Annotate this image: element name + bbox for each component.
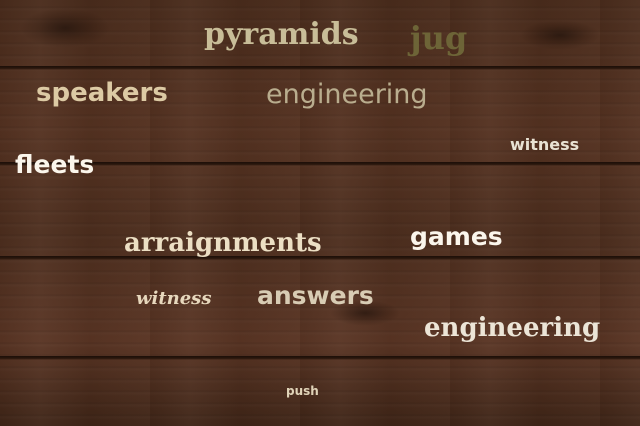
wood-knot bbox=[20, 8, 110, 48]
plank-seam bbox=[0, 66, 640, 70]
plank-seam bbox=[0, 356, 640, 360]
word-games: games bbox=[410, 222, 503, 251]
word-answers: answers bbox=[257, 281, 374, 310]
word-witness-script: witness bbox=[136, 288, 212, 309]
word-push: push bbox=[286, 384, 319, 398]
wood-knot bbox=[520, 20, 600, 50]
word-fleets: fleets bbox=[15, 150, 95, 179]
word-engineering: engineering bbox=[266, 79, 428, 110]
word-speakers: speakers bbox=[36, 78, 168, 108]
word-arraignments: arraignments bbox=[124, 228, 322, 258]
word-witness: witness bbox=[510, 135, 580, 154]
plank-seam bbox=[0, 162, 640, 166]
word-jug: jug bbox=[410, 19, 468, 57]
word-pyramids: pyramids bbox=[204, 17, 359, 52]
wood-knot bbox=[330, 300, 400, 326]
plank-seam bbox=[0, 256, 640, 260]
word-engineering-large: engineering bbox=[424, 313, 601, 343]
